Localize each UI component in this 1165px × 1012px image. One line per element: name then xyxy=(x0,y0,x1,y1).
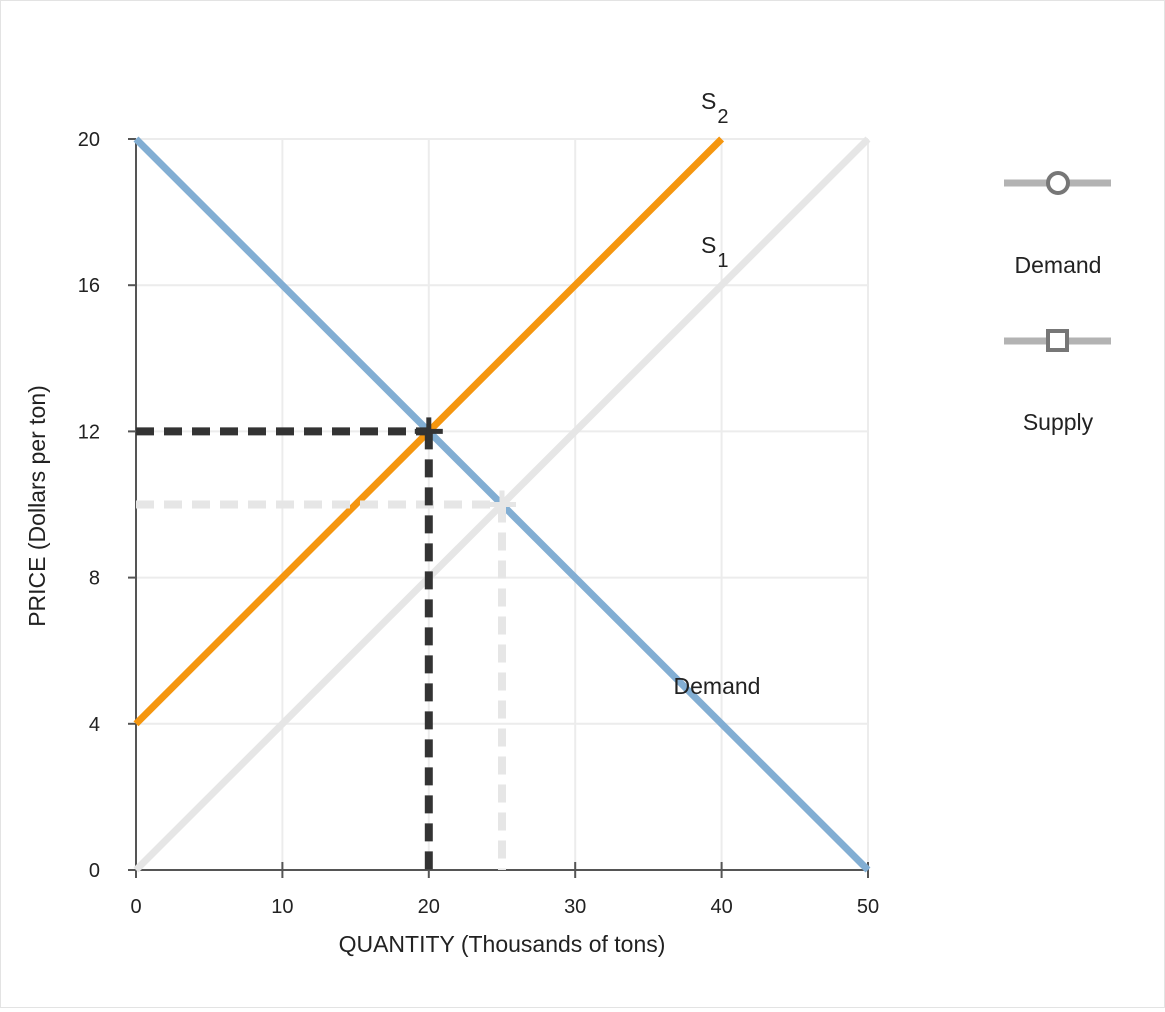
y-tick-label: 20 xyxy=(78,129,100,151)
y-ticks: 0 4 8 12 16 20 xyxy=(78,129,136,882)
s2-label: S2 xyxy=(701,88,728,128)
x-tick-label: 20 xyxy=(418,896,440,918)
x-axis-title: QUANTITY (Thousands of tons) xyxy=(339,931,666,957)
legend-circle-icon xyxy=(1046,171,1070,195)
legend-demand-label: Demand xyxy=(1015,252,1102,278)
x-tick-label: 30 xyxy=(564,896,586,918)
x-tick-label: 10 xyxy=(271,896,293,918)
s2-label-sub: 2 xyxy=(717,106,728,128)
legend-square-icon xyxy=(1046,329,1069,352)
equilibrium-dashes xyxy=(136,417,516,870)
s2-label-main: S xyxy=(701,88,716,114)
legend: Demand Supply xyxy=(1004,171,1111,435)
y-tick-label: 8 xyxy=(89,568,100,590)
demand-curve-label: Demand xyxy=(674,673,761,699)
y-tick-label: 0 xyxy=(89,860,100,882)
y-tick-label: 16 xyxy=(78,275,100,297)
legend-supply-tool[interactable] xyxy=(1004,329,1111,352)
x-tick-label: 50 xyxy=(857,896,879,918)
s1-label-main: S xyxy=(701,232,716,258)
legend-supply-label: Supply xyxy=(1023,409,1094,435)
y-tick-label: 12 xyxy=(78,421,100,443)
legend-demand-tool[interactable] xyxy=(1004,171,1111,195)
y-tick-label: 4 xyxy=(89,714,100,736)
s1-label: S1 xyxy=(701,232,728,272)
y-axis-title: PRICE (Dollars per ton) xyxy=(24,385,50,627)
s1-label-sub: 1 xyxy=(717,250,728,272)
x-tick-label: 40 xyxy=(710,896,732,918)
x-tick-label: 0 xyxy=(130,896,141,918)
grid xyxy=(136,138,869,870)
